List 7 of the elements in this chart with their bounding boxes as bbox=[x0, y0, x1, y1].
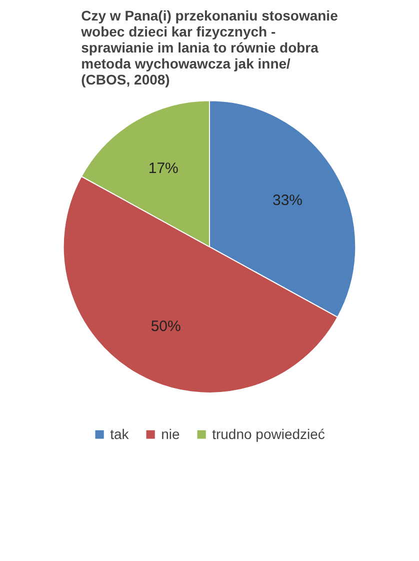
legend-label: tak bbox=[110, 426, 130, 442]
legend-label: nie bbox=[161, 426, 181, 442]
data-label: 50% bbox=[150, 318, 181, 336]
legend-label: trudno powiedzieć bbox=[212, 426, 325, 442]
chart-title: Czy w Pana(i) przekonaniu stosowanie wobec dzieci kar fizycznych - sprawianie im lania to równie dobra metoda wychowawcza jak inne/ (CBOS, 2008) bbox=[80, 8, 338, 88]
data-label: 33% bbox=[272, 192, 303, 209]
data-label: 17% bbox=[148, 160, 178, 177]
